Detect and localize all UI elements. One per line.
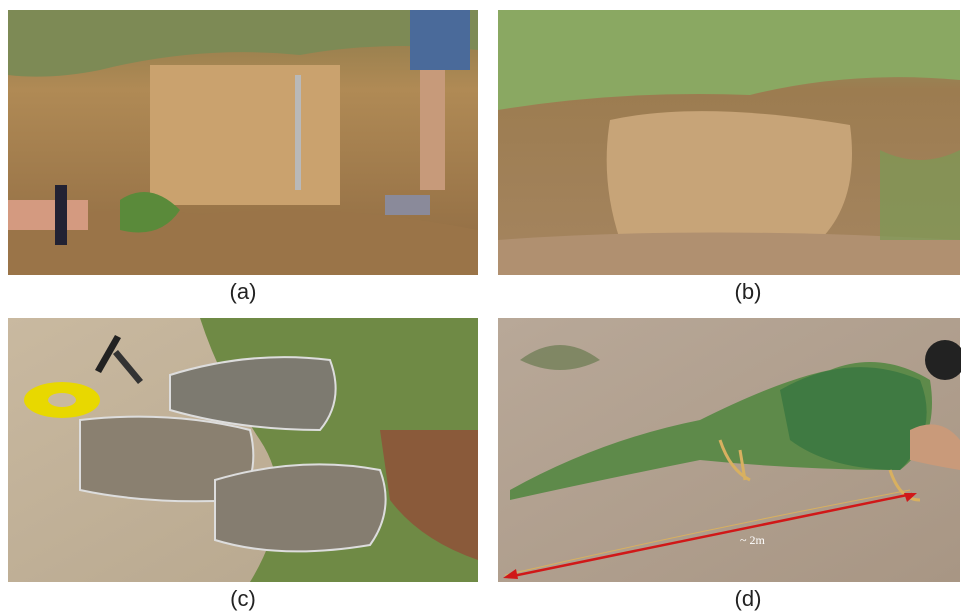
panel-label: (a) bbox=[230, 279, 257, 304]
scale-annotation: ~ 2m bbox=[740, 533, 765, 547]
photo-d bbox=[498, 318, 961, 582]
photo-a bbox=[8, 10, 478, 275]
panel-label: (c) bbox=[230, 586, 256, 611]
photo-b bbox=[498, 10, 960, 275]
panel-label: (d) bbox=[735, 586, 762, 611]
panel-label: (b) bbox=[735, 279, 762, 304]
photo-c bbox=[8, 318, 478, 582]
